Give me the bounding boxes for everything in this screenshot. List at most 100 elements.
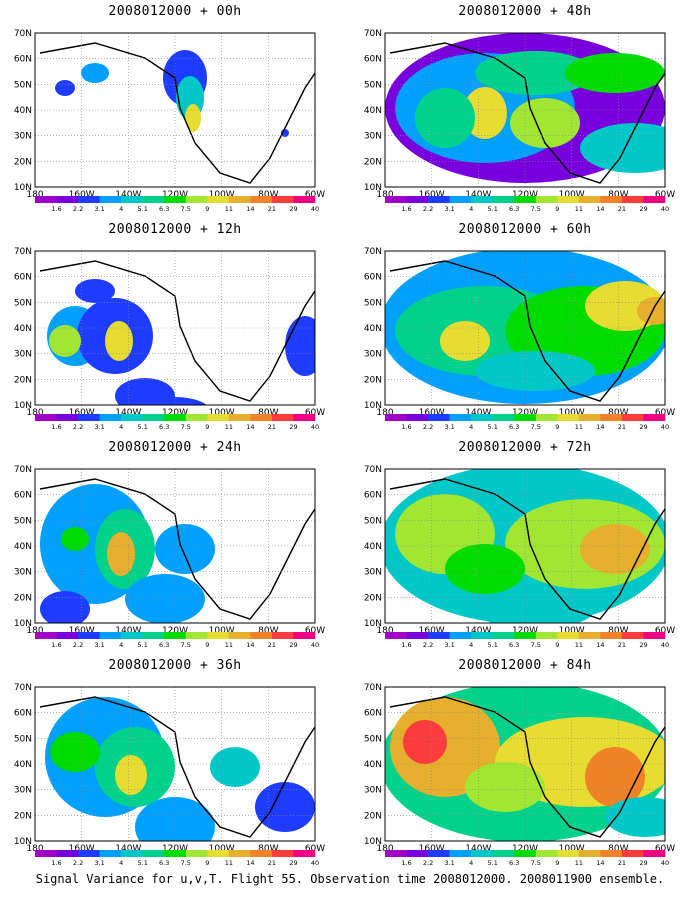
colorbar-label: 6.3 [509,859,519,867]
colorbar-label: 5.1 [138,641,148,649]
lon-tick-label: 140W [115,626,141,636]
lat-tick-label: 40N [364,324,382,334]
variance-contour [475,51,595,95]
lon-tick-label: 140W [465,626,491,636]
colorbar-label: 6.3 [509,641,519,649]
lon-tick-label: 100W [209,844,235,854]
colorbar-label: 14 [596,423,604,431]
colorbar-label: 21 [268,641,276,649]
variance-contour [81,63,109,83]
lon-tick-label: 100W [209,408,235,418]
colorbar-label: 5.1 [138,859,148,867]
variance-contour [55,80,75,96]
colorbar-label: 14 [246,423,254,431]
colorbar-swatch [514,414,537,421]
lat-tick-label: 50N [364,734,382,744]
colorbar-swatch [185,632,208,639]
lon-tick-label: 140W [115,408,141,418]
colorbar-label: 21 [268,423,276,431]
colorbar-label: 14 [246,859,254,867]
lat-tick-label: 10N [364,183,382,193]
lat-tick-label: 10N [364,837,382,847]
colorbar-label: 14 [596,205,604,213]
variance-contour [49,325,81,357]
lat-tick-label: 40N [14,106,32,116]
lat-tick-label: 30N [364,786,382,796]
colorbar-swatch [207,414,230,421]
colorbar-swatch [207,632,230,639]
colorbar-label: 4 [469,423,473,431]
lat-tick-label: 40N [14,542,32,552]
variance-contour [255,782,315,832]
colorbar-swatch [271,196,294,203]
lat-tick-label: 60N [364,55,382,65]
colorbar-swatch [228,414,251,421]
colorbar-swatch [35,414,57,421]
colorbar-swatch [78,632,100,639]
coastline [39,260,315,402]
lat-tick-label: 10N [14,401,32,411]
colorbar-swatch [428,850,450,857]
panel-title: 2008012000 + 00h [108,4,242,19]
colorbar-swatch [643,414,666,421]
colorbar-label: 6.3 [159,205,169,213]
colorbar-label: 1.6 [51,423,61,431]
colorbar-swatch [185,850,208,857]
colorbar-label: 14 [596,859,604,867]
colorbar-swatch [578,850,601,857]
lat-tick-label: 50N [364,516,382,526]
colorbar-label: 4 [119,423,123,431]
colorbar-label: 2.2 [423,423,433,431]
colorbar-label: 11 [575,641,583,649]
colorbar-label: 21 [618,641,626,649]
colorbar-label: 5.1 [488,641,498,649]
colorbar-label: 1.6 [51,859,61,867]
panel-title: 2008012000 + 24h [108,440,242,455]
colorbar-swatch [449,196,472,203]
lat-tick-label: 70N [14,29,32,39]
colorbar-swatch [600,632,623,639]
colorbar-swatch [578,632,601,639]
colorbar-swatch [449,850,472,857]
panel-title: 2008012000 + 12h [108,222,242,237]
variance-contour [285,316,315,376]
colorbar-swatch [228,196,251,203]
colorbar-swatch [99,632,122,639]
colorbar-label: 1.6 [401,205,411,213]
colorbar-label: 4 [119,859,123,867]
lon-tick-label: 160W [419,190,445,200]
variance-contour [440,321,490,361]
map-panel-p48: 2008012000 + 48h 70N 60N 50N 40N 30N 20N 10N 180… [350,0,700,220]
lon-tick-label: 60W [655,844,675,854]
lat-tick-label: 10N [14,619,32,629]
lon-tick-label: 180 [26,408,43,418]
colorbar-swatch [164,414,187,421]
lat-tick-label: 60N [14,55,32,65]
colorbar-label: 29 [639,641,647,649]
lon-tick-label: 80W [608,190,628,200]
variance-contour [115,378,175,405]
lat-tick-label: 60N [14,273,32,283]
lat-tick-label: 70N [14,683,32,693]
lon-tick-label: 180 [26,190,43,200]
colorbar-label: 3.1 [94,859,104,867]
colorbar-label: 2.2 [73,423,83,431]
colorbar-swatch [385,414,407,421]
lat-tick-label: 70N [364,683,382,693]
lat-tick-label: 40N [364,760,382,770]
lon-tick-label: 140W [465,190,491,200]
variance-contour [510,98,580,148]
map-panel-p24: 2008012000 + 24h 70N 60N 50N 40N 30N 20N 10N 180… [0,436,350,656]
colorbar-swatch [78,414,100,421]
variance-contour [50,732,100,772]
coastline [389,478,665,620]
colorbar-swatch [56,414,79,421]
lon-tick-label: 120W [162,190,188,200]
colorbar-label: 5.1 [138,205,148,213]
colorbar-swatch [406,196,429,203]
lat-tick-label: 70N [364,465,382,475]
